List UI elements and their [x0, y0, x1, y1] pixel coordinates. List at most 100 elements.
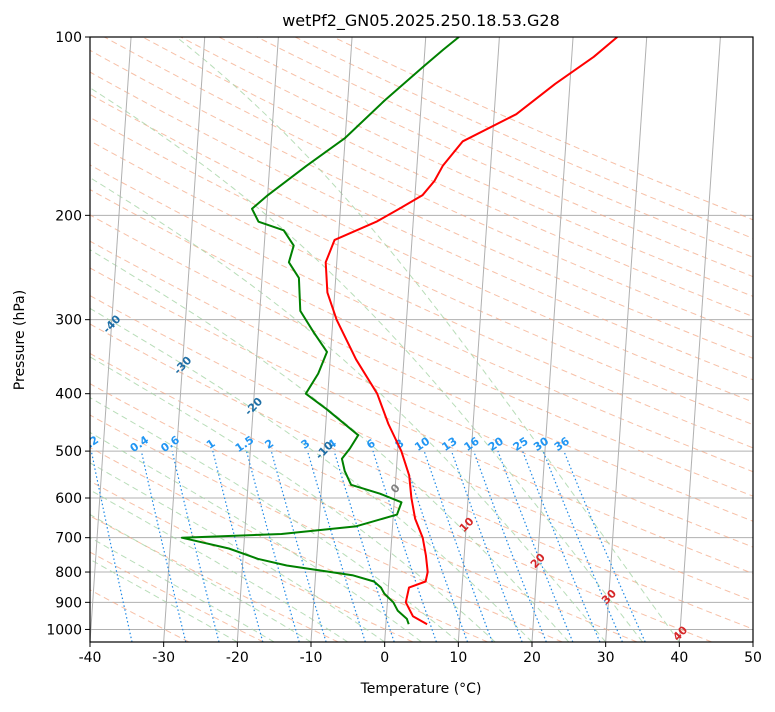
dry-adiabat-line: [90, 295, 753, 602]
mixing-ratio-label: 0.2: [78, 433, 101, 455]
mixing-ratio-line: [473, 450, 547, 642]
dry-adiabat-line: [90, 589, 190, 642]
isotherm-label: 40: [670, 623, 690, 643]
moist-adiabat-line: [176, 37, 680, 642]
dry-adiabat-line: [90, 93, 753, 403]
x-tick-label: -40: [79, 650, 102, 666]
moist-adiabat-line: [90, 514, 312, 642]
x-tick-label: 20: [523, 650, 541, 666]
y-axis-label: Pressure (hPa): [12, 290, 28, 390]
dry-adiabat-line: [90, 164, 753, 473]
isotherm-label: 10: [457, 515, 477, 535]
isotherm-line: [163, 37, 206, 642]
dry-adiabat-line: [90, 71, 753, 381]
chart-title: wetPf2_GN05.2025.250.18.53.G28: [282, 11, 560, 31]
x-tick-label: -10: [300, 650, 323, 666]
axes: -40 -30 -20 -10 0 10 20 30 40 50 1000 900 800 700 600 5…: [46, 30, 762, 666]
isotherm-label: -40: [100, 312, 123, 336]
dry-adiabat-line: [294, 37, 753, 239]
moist-adiabat-line: [90, 249, 570, 642]
mixing-ratio-line: [450, 450, 523, 642]
moist-adiabat-line: [90, 536, 275, 642]
mixing-ratio-line: [372, 450, 437, 642]
moist-adiabat-line: [90, 431, 422, 642]
moist-adiabat-line: [90, 558, 238, 642]
isotherm-line: [384, 37, 427, 642]
moist-adiabat-line: [90, 177, 607, 642]
mixing-ratio-line: [245, 450, 300, 642]
moist-adiabat-line: [90, 489, 349, 642]
plot-frame: [89, 36, 754, 643]
mixing-ratio-line: [542, 450, 623, 642]
x-tick-label: 30: [597, 650, 615, 666]
moist-adiabat-line: [90, 307, 533, 642]
moist-adiabat-line: [90, 87, 643, 642]
mixing-ratio-label: 1.5: [233, 433, 256, 455]
y-tick-label: 700: [55, 531, 82, 547]
temperature-line: [324, 37, 618, 626]
y-tick-label: 800: [55, 565, 82, 581]
moist-adiabat-line: [90, 397, 459, 642]
dry-adiabat-line: [90, 240, 753, 548]
plot-area: 0.10.20.40.611.52346810131620253036-100-…: [31, 37, 753, 643]
dry-adiabat-line: [218, 37, 753, 278]
isotherm-line: [605, 37, 648, 642]
isotherm-line: [752, 634, 753, 642]
mixing-ratio-label: 2: [263, 437, 277, 452]
dry-adiabat-line: [90, 214, 753, 522]
dry-adiabat-line: [90, 515, 339, 642]
dry-adiabat-line: [90, 267, 753, 575]
dry-adiabat-line: [90, 140, 753, 449]
y-tick-label: 500: [55, 444, 82, 460]
y-tick-label: 100: [55, 30, 82, 46]
mixing-ratio-line: [140, 450, 187, 642]
isotherm-line: [236, 37, 279, 642]
x-tick-label: 50: [744, 650, 762, 666]
isotherm-label: -30: [171, 354, 194, 378]
isotherm-line: [678, 37, 721, 642]
mixing-ratio-line: [212, 450, 264, 642]
y-tick-label: 200: [55, 208, 82, 224]
mixing-ratio-line: [306, 450, 366, 642]
dry-adiabat-line: [90, 414, 563, 642]
dry-adiabat-line: [90, 480, 414, 642]
mixing-ratio-label: 0.1: [31, 433, 54, 455]
x-tick-label: 0: [380, 650, 389, 666]
dewpoint-line: [180, 37, 460, 625]
x-axis-label: Temperature (°C): [360, 681, 482, 697]
y-tick-label: 600: [55, 491, 82, 507]
mixing-ratio-line: [333, 450, 395, 642]
dry-adiabat-line: [90, 383, 638, 642]
dry-adiabat-line: [90, 49, 753, 359]
mixing-ratio-label: 0.4: [128, 433, 152, 455]
x-tick-label: -30: [152, 650, 175, 666]
isotherm-line: [90, 37, 132, 642]
mixing-ratio-label: 0.6: [158, 433, 182, 455]
dry-adiabat-line: [90, 189, 753, 497]
x-tick-label: 40: [670, 650, 688, 666]
dry-adiabat-line: [90, 116, 753, 426]
y-tick-label: 400: [55, 387, 82, 403]
y-tick-label: 900: [55, 595, 82, 611]
moist-adiabat-line: [90, 356, 496, 642]
mixing-ratio-label: 3: [299, 437, 313, 452]
mixing-ratio-line: [497, 450, 574, 642]
y-tick-label: 300: [55, 313, 82, 329]
mixing-ratio-line: [270, 450, 327, 642]
y-tick-label: 1000: [46, 622, 82, 638]
dry-adiabat-line: [104, 37, 753, 338]
mixing-ratio-line: [423, 450, 493, 642]
isotherm-line: [531, 37, 574, 642]
moist-adiabat-line: [90, 462, 385, 642]
x-tick-label: 10: [449, 650, 467, 666]
dry-adiabat-line: [333, 37, 753, 221]
mixing-ratio-line: [171, 450, 220, 642]
isotherm-line: [457, 37, 500, 642]
mixing-ratio-line: [90, 450, 133, 642]
mixing-ratio-line: [563, 450, 646, 642]
mixing-ratio-label: 1: [204, 437, 218, 452]
x-tick-label: -20: [226, 650, 249, 666]
dry-adiabat-line: [90, 323, 753, 630]
mixing-ratio-line: [400, 450, 469, 642]
